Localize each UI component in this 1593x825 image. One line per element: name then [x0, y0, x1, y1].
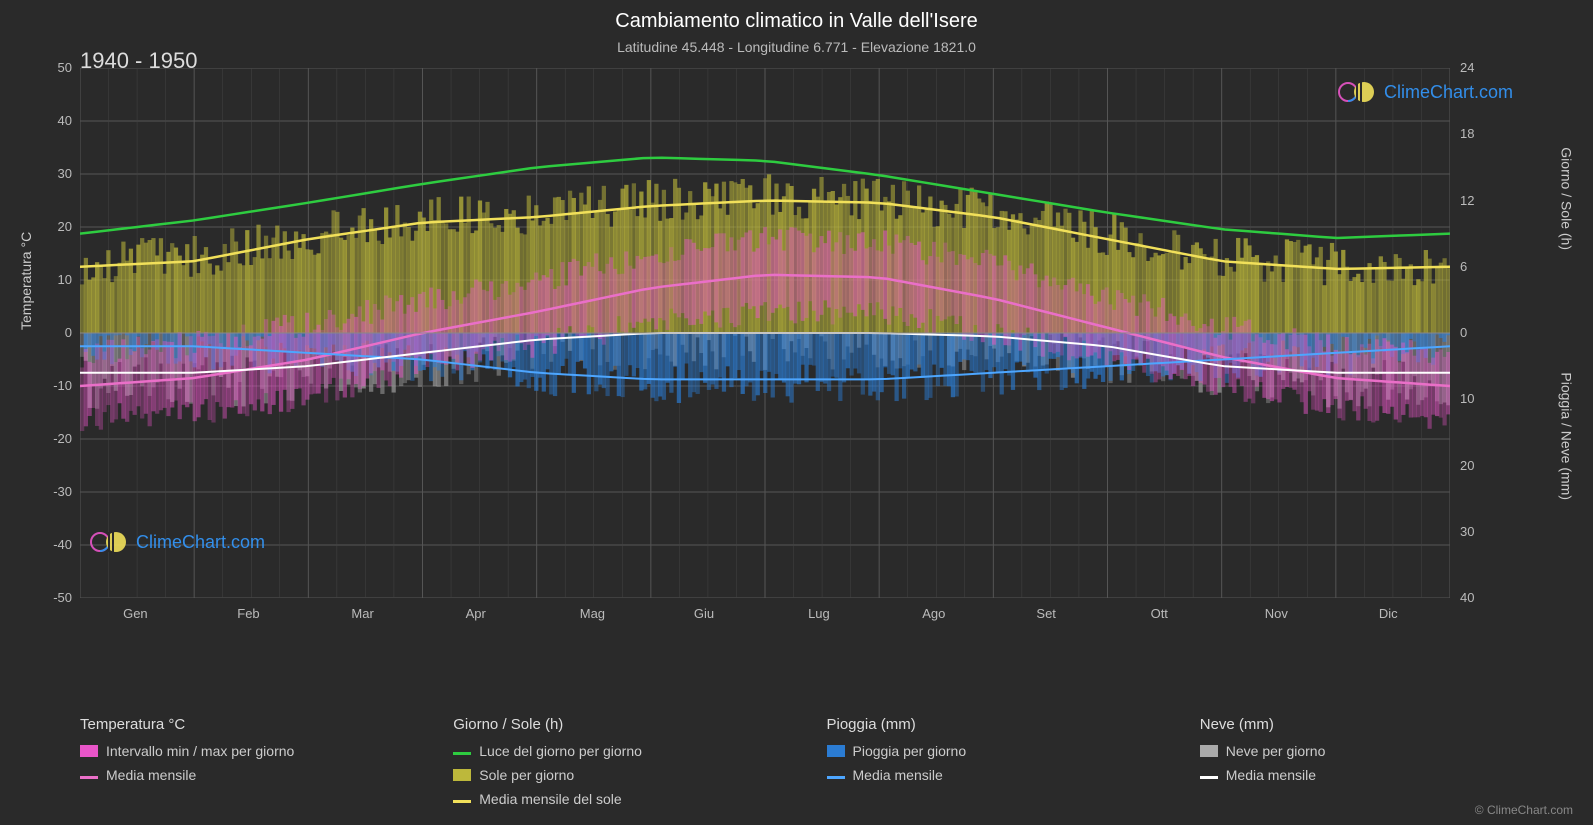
x-month-tick: Ago — [922, 606, 945, 621]
legend-label: Media mensile — [106, 767, 196, 783]
climate-chart: Cambiamento climatico in Valle dell'Iser… — [0, 0, 1593, 825]
y-left-tick: -10 — [53, 378, 72, 393]
watermark-text: ClimeChart.com — [136, 532, 265, 553]
legend-swatch — [1200, 776, 1218, 779]
legend-item: Media mensile del sole — [453, 791, 786, 807]
plot-area — [80, 68, 1450, 598]
y-right-top-tick: 0 — [1460, 325, 1467, 340]
y-axis-right-top-label: Giorno / Sole (h) — [1559, 147, 1575, 250]
legend-col-temp: Temperatura °C Intervallo min / max per … — [80, 716, 413, 815]
y-right-top-tick: 18 — [1460, 126, 1474, 141]
x-month-tick: Feb — [237, 606, 259, 621]
chart-subtitle: Latitudine 45.448 - Longitudine 6.771 - … — [0, 33, 1593, 55]
legend-col-snow: Neve (mm) Neve per giorno Media mensile — [1200, 716, 1533, 815]
y-left-tick: 40 — [58, 113, 72, 128]
legend-header: Temperatura °C — [80, 716, 413, 733]
chart-svg — [80, 68, 1450, 598]
legend-header: Neve (mm) — [1200, 716, 1533, 733]
y-right-bottom-tick: 10 — [1460, 391, 1474, 406]
legend: Temperatura °C Intervallo min / max per … — [80, 716, 1533, 815]
legend-item: Media mensile — [1200, 767, 1533, 783]
y-left-tick: 10 — [58, 272, 72, 287]
x-month-tick: Dic — [1379, 606, 1398, 621]
x-month-tick: Mag — [580, 606, 605, 621]
y-left-tick: -30 — [53, 484, 72, 499]
legend-label: Intervallo min / max per giorno — [106, 743, 294, 759]
legend-item: Sole per giorno — [453, 767, 786, 783]
copyright-text: © ClimeChart.com — [1475, 803, 1573, 817]
x-month-tick: Set — [1036, 606, 1056, 621]
x-month-tick: Mar — [351, 606, 373, 621]
watermark-text: ClimeChart.com — [1384, 82, 1513, 103]
legend-label: Neve per giorno — [1226, 743, 1326, 759]
legend-swatch — [827, 745, 845, 757]
x-month-tick: Giu — [694, 606, 714, 621]
climechart-logo-icon — [1338, 80, 1378, 104]
legend-label: Media mensile del sole — [479, 791, 621, 807]
x-month-tick: Ott — [1151, 606, 1168, 621]
y-left-tick: 50 — [58, 60, 72, 75]
legend-swatch — [827, 776, 845, 779]
legend-col-sun: Giorno / Sole (h) Luce del giorno per gi… — [453, 716, 786, 815]
x-month-tick: Apr — [466, 606, 486, 621]
legend-swatch — [453, 769, 471, 781]
y-left-tick: -20 — [53, 431, 72, 446]
climechart-logo-icon — [90, 530, 130, 554]
legend-item: Neve per giorno — [1200, 743, 1533, 759]
y-left-tick: 30 — [58, 166, 72, 181]
y-left-tick: -50 — [53, 590, 72, 605]
watermark-top: ClimeChart.com — [1338, 80, 1513, 104]
legend-item: Pioggia per giorno — [827, 743, 1160, 759]
legend-label: Luce del giorno per giorno — [479, 743, 642, 759]
legend-swatch — [80, 745, 98, 757]
legend-header: Giorno / Sole (h) — [453, 716, 786, 733]
y-right-top-tick: 6 — [1460, 259, 1467, 274]
legend-header: Pioggia (mm) — [827, 716, 1160, 733]
y-axis-left-label: Temperatura °C — [18, 232, 34, 330]
y-right-bottom-tick: 40 — [1460, 590, 1474, 605]
y-axis-right-bottom-label: Pioggia / Neve (mm) — [1559, 372, 1575, 500]
legend-item: Media mensile — [827, 767, 1160, 783]
legend-label: Pioggia per giorno — [853, 743, 967, 759]
y-left-tick: 0 — [65, 325, 72, 340]
y-right-top-tick: 12 — [1460, 193, 1474, 208]
legend-item: Media mensile — [80, 767, 413, 783]
legend-swatch — [80, 776, 98, 779]
legend-item: Luce del giorno per giorno — [453, 743, 786, 759]
y-right-bottom-tick: 30 — [1460, 524, 1474, 539]
x-month-tick: Gen — [123, 606, 148, 621]
y-right-top-tick: 24 — [1460, 60, 1474, 75]
x-month-tick: Lug — [808, 606, 830, 621]
legend-item: Intervallo min / max per giorno — [80, 743, 413, 759]
legend-col-rain: Pioggia (mm) Pioggia per giorno Media men… — [827, 716, 1160, 815]
legend-label: Sole per giorno — [479, 767, 574, 783]
legend-swatch — [453, 800, 471, 803]
chart-title: Cambiamento climatico in Valle dell'Iser… — [0, 0, 1593, 33]
legend-label: Media mensile — [853, 767, 943, 783]
x-month-tick: Nov — [1265, 606, 1288, 621]
legend-swatch — [453, 752, 471, 755]
y-left-tick: 20 — [58, 219, 72, 234]
watermark-bottom: ClimeChart.com — [90, 530, 265, 554]
legend-label: Media mensile — [1226, 767, 1316, 783]
y-right-bottom-tick: 20 — [1460, 458, 1474, 473]
y-left-tick: -40 — [53, 537, 72, 552]
legend-swatch — [1200, 745, 1218, 757]
